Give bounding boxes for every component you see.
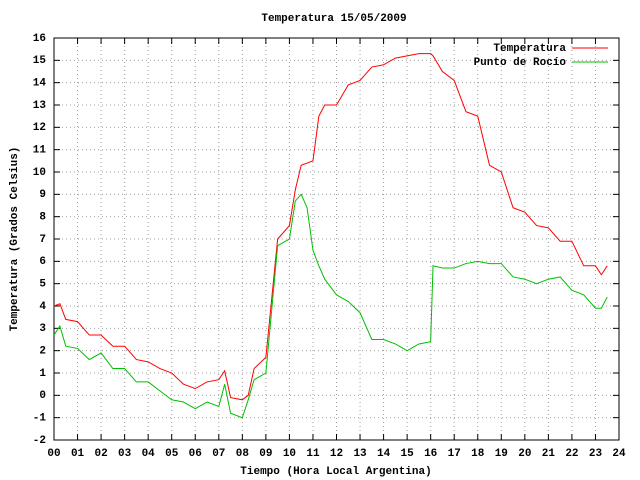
y-tick-label: 16: [33, 33, 46, 45]
x-tick-label: 14: [377, 448, 391, 460]
x-tick-label: 08: [236, 448, 250, 460]
chart-title: Temperatura 15/05/2009: [261, 13, 406, 25]
x-tick-label: 01: [71, 448, 85, 460]
y-tick-label: 1: [39, 368, 46, 380]
x-tick-label: 12: [330, 448, 343, 460]
y-tick-label: -2: [33, 435, 46, 447]
series-line: [53, 193, 608, 419]
y-tick-label: 15: [33, 55, 47, 67]
y-tick-label: 2: [39, 346, 46, 358]
y-tick-label: 7: [39, 234, 46, 246]
legend-label: Punto de Rocío: [474, 57, 567, 69]
y-tick-label: 9: [39, 189, 46, 201]
x-tick-label: 20: [518, 448, 531, 460]
x-tick-label: 11: [306, 448, 320, 460]
x-axis-label: Tiempo (Hora Local Argentina): [240, 466, 431, 478]
y-tick-label: 12: [33, 122, 46, 134]
y-tick-label: 14: [33, 78, 47, 90]
y-tick-label: 5: [39, 279, 46, 291]
x-tick-label: 21: [542, 448, 556, 460]
series-line: [53, 53, 608, 401]
y-tick-label: 3: [39, 323, 46, 335]
y-tick-label: 11: [33, 145, 47, 157]
x-tick-label: 09: [259, 448, 272, 460]
x-tick-label: 15: [401, 448, 415, 460]
x-tick-label: 06: [189, 448, 202, 460]
x-tick-label: 23: [589, 448, 603, 460]
y-tick-label: 4: [39, 301, 46, 313]
x-tick-label: 16: [424, 448, 437, 460]
y-tick-label: -1: [33, 413, 47, 425]
y-tick-label: 13: [33, 100, 47, 112]
y-tick-label: 6: [39, 256, 46, 268]
y-tick-label: 8: [39, 212, 46, 224]
x-tick-label: 03: [118, 448, 132, 460]
plot-frame: [53, 37, 620, 441]
x-tick-label: 19: [495, 448, 508, 460]
x-tick-label: 02: [94, 448, 107, 460]
x-tick-label: 22: [565, 448, 578, 460]
x-tick-label: 24: [612, 448, 626, 460]
x-tick-label: 10: [283, 448, 296, 460]
y-tick-label: 0: [39, 390, 46, 402]
x-tick-label: 07: [212, 448, 225, 460]
x-tick-label: 05: [165, 448, 179, 460]
y-tick-label: 10: [33, 167, 46, 179]
x-tick-label: 13: [353, 448, 367, 460]
x-tick-label: 04: [142, 448, 156, 460]
legend-label: Temperatura: [493, 43, 566, 55]
x-tick-label: 17: [448, 448, 461, 460]
x-tick-label: 00: [47, 448, 60, 460]
x-tick-label: 18: [471, 448, 485, 460]
y-axis-label: Temperatura (Grados Celsius): [9, 147, 21, 332]
